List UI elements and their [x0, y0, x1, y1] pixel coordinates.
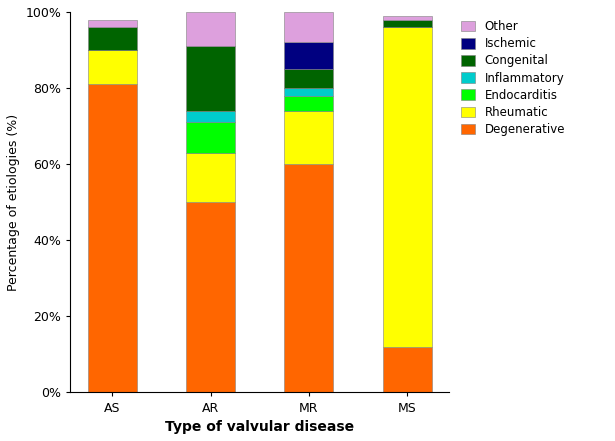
Bar [186, 202, 235, 392]
Bar [186, 46, 235, 111]
Bar [284, 12, 333, 42]
Bar [383, 16, 432, 19]
Bar [284, 69, 333, 88]
Bar [87, 50, 137, 84]
Bar [284, 88, 333, 96]
Bar [383, 19, 432, 27]
Bar [186, 153, 235, 202]
Bar [87, 27, 137, 50]
Bar [383, 347, 432, 392]
Bar [186, 111, 235, 122]
Y-axis label: Percentage of etiologies (%): Percentage of etiologies (%) [7, 114, 20, 291]
Bar [284, 42, 333, 69]
Bar [87, 19, 137, 27]
Bar [186, 122, 235, 153]
Legend: Other, Ischemic, Congenital, Inflammatory, Endocarditis, Rheumatic, Degenerative: Other, Ischemic, Congenital, Inflammator… [459, 18, 568, 138]
Bar [284, 96, 333, 111]
Bar [383, 27, 432, 347]
X-axis label: Type of valvular disease: Type of valvular disease [165, 420, 354, 434]
Bar [186, 12, 235, 46]
Bar [284, 111, 333, 164]
Bar [87, 84, 137, 392]
Bar [284, 164, 333, 392]
